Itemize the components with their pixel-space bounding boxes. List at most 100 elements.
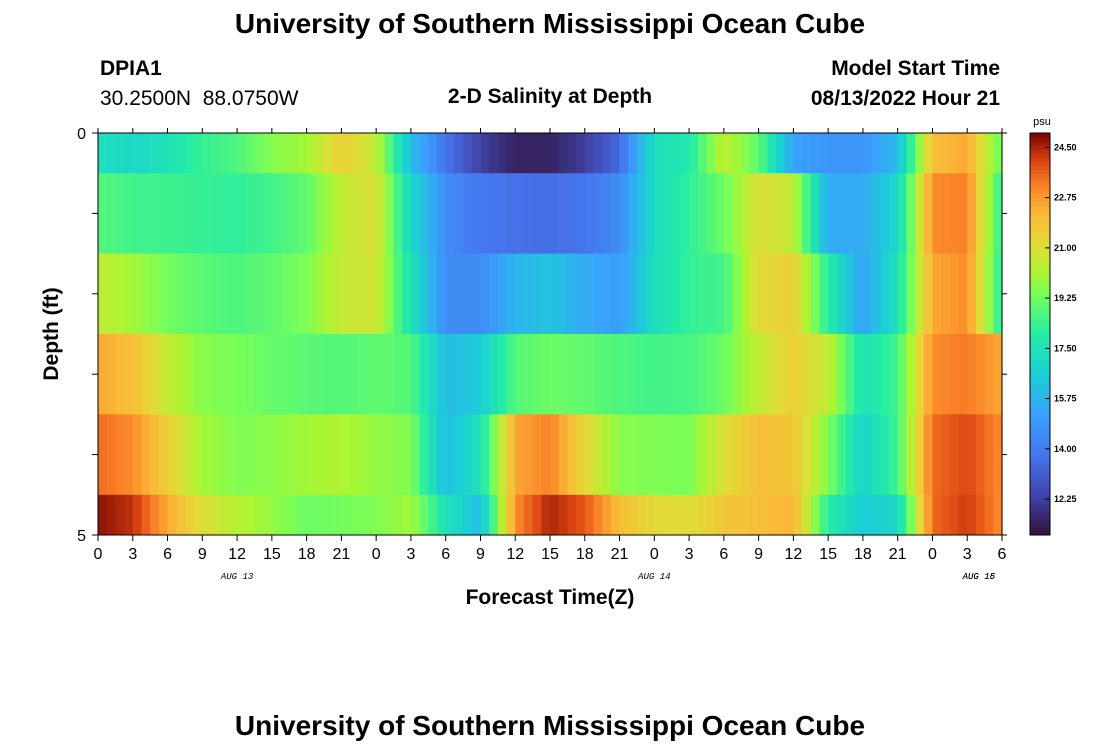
colorbar-segment xyxy=(1030,321,1050,327)
station-id: DPIA1 xyxy=(100,57,162,80)
heatmap-cell xyxy=(515,334,525,415)
heatmap-cell xyxy=(98,253,108,335)
colorbar-segment xyxy=(1030,394,1050,399)
colorbar-segment xyxy=(1030,189,1050,194)
heatmap-cell xyxy=(619,334,629,415)
heatmap-cell xyxy=(132,414,143,496)
heatmap-cell xyxy=(906,133,916,174)
heatmap-cell xyxy=(332,173,342,254)
colorbar-segment xyxy=(1030,510,1050,516)
heatmap-cell xyxy=(602,253,612,335)
heatmap-cell xyxy=(993,133,1003,174)
heatmap-cell xyxy=(793,173,803,254)
heatmap-cell xyxy=(880,173,890,254)
colorbar-segment xyxy=(1030,502,1050,508)
heatmap-cell xyxy=(784,334,794,415)
heatmap-cell xyxy=(428,334,438,415)
heatmap-cell xyxy=(193,133,203,174)
heatmap-cell xyxy=(932,494,942,536)
heatmap-cell xyxy=(341,133,351,174)
heatmap-cell xyxy=(211,133,221,174)
colorbar-segment xyxy=(1030,522,1050,528)
colorbar-segment xyxy=(1030,430,1050,435)
colorbar-segment xyxy=(1030,297,1050,303)
heatmap-cell xyxy=(776,334,786,415)
heatmap-cell xyxy=(211,173,221,254)
heatmap-cell xyxy=(576,414,586,496)
colorbar-tick-label: 19.25 xyxy=(1054,293,1077,303)
heatmap-cell xyxy=(680,133,690,174)
colorbar-segment xyxy=(1030,269,1050,275)
heatmap-cell xyxy=(384,494,395,536)
heatmap-cell xyxy=(402,494,412,536)
heatmap-cell xyxy=(671,334,681,415)
heatmap-cell xyxy=(306,414,316,496)
heatmap-cell xyxy=(897,253,907,335)
heatmap-cell xyxy=(958,414,968,496)
heatmap-cell xyxy=(706,173,716,254)
colorbar-tick-label: 12.25 xyxy=(1054,494,1077,504)
heatmap-cell xyxy=(636,133,647,174)
heatmap-cell xyxy=(263,173,273,254)
heatmap-cell xyxy=(410,494,421,536)
heatmap-cell xyxy=(689,133,699,174)
heatmap-cell xyxy=(628,253,638,335)
heatmap-cell xyxy=(819,253,829,335)
date-label: AUG 14 xyxy=(637,572,670,582)
heatmap-cell xyxy=(810,414,821,496)
heatmap-cell xyxy=(350,133,360,174)
heatmap-cell xyxy=(211,414,221,496)
heatmap-cell xyxy=(419,414,429,496)
heatmap-cell xyxy=(454,133,464,174)
heatmap-cell xyxy=(367,494,377,536)
heatmap-cell xyxy=(689,414,699,496)
heatmap-cell xyxy=(263,414,273,496)
heatmap-cell xyxy=(567,173,577,254)
heatmap-cell xyxy=(384,414,395,496)
heatmap-cell xyxy=(871,334,881,415)
heatmap-cell xyxy=(541,494,551,536)
heatmap-cell xyxy=(706,334,716,415)
heatmap-cell xyxy=(202,494,212,536)
heatmap-cell xyxy=(141,133,151,174)
heatmap-cell xyxy=(306,253,316,335)
heatmap-cell xyxy=(437,253,447,335)
heatmap-cell xyxy=(845,133,855,174)
heatmap-cell xyxy=(889,414,899,496)
heatmap-cell xyxy=(141,414,151,496)
heatmap-cell xyxy=(619,133,629,174)
heatmap-cell xyxy=(445,494,455,536)
heatmap-cell xyxy=(271,334,282,415)
heatmap-cell xyxy=(98,494,108,536)
heatmap-cell xyxy=(593,334,603,415)
heatmap-cell xyxy=(836,133,847,174)
heatmap-cell xyxy=(332,253,342,335)
heatmap-cell xyxy=(680,494,690,536)
heatmap-cell xyxy=(384,334,395,415)
heatmap-cell xyxy=(184,253,195,335)
x-tick-label: 3 xyxy=(406,546,415,563)
heatmap-cell xyxy=(932,253,942,335)
model-start-value: 08/13/2022 Hour 21 xyxy=(810,87,1000,110)
heatmap-cell xyxy=(584,494,595,536)
heatmap-cell xyxy=(497,253,508,335)
heatmap-cell xyxy=(184,334,195,415)
heatmap-cell xyxy=(141,253,151,335)
heatmap-cell xyxy=(949,253,960,335)
heatmap-cell xyxy=(584,334,595,415)
heatmap-cell xyxy=(741,334,751,415)
heatmap-cell xyxy=(584,253,595,335)
heatmap-cell xyxy=(98,133,108,174)
colorbar-segment xyxy=(1030,309,1050,315)
heatmap-cell xyxy=(376,133,386,174)
colorbar-segment xyxy=(1030,386,1050,391)
heatmap-cell xyxy=(367,253,377,335)
colorbar-segment xyxy=(1030,506,1050,512)
heatmap-cell xyxy=(184,414,195,496)
colorbar-tick-label: 17.50 xyxy=(1054,343,1077,353)
colorbar-segment xyxy=(1030,169,1050,174)
heatmap-cell xyxy=(993,173,1003,254)
colorbar-tick-label: 21.00 xyxy=(1054,243,1077,253)
heatmap-cell xyxy=(550,414,560,496)
heatmap-cell xyxy=(176,133,186,174)
